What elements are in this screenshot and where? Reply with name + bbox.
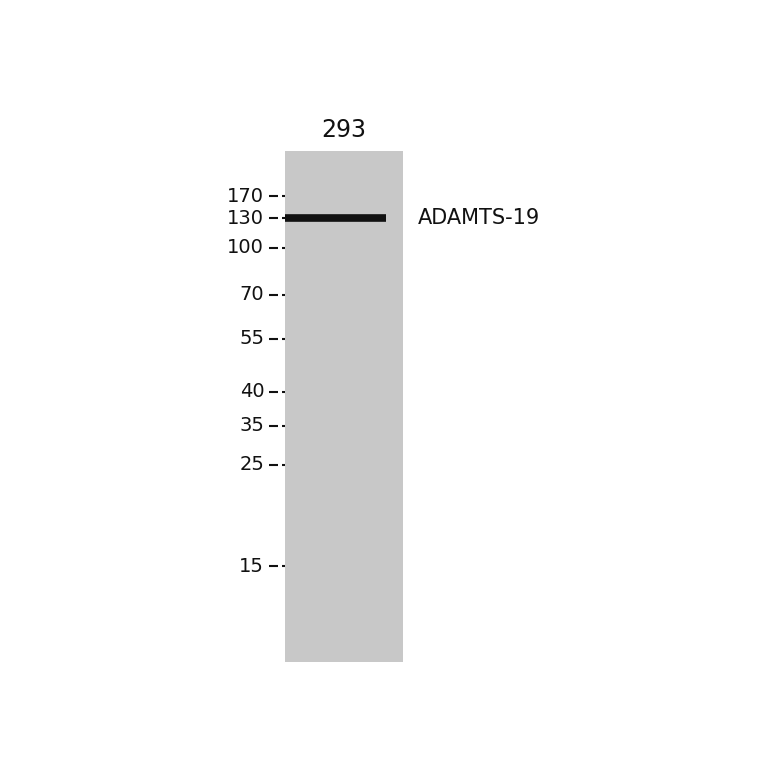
Text: 35: 35 xyxy=(239,416,264,435)
Text: 293: 293 xyxy=(322,118,367,141)
Text: ADAMTS-19: ADAMTS-19 xyxy=(418,208,540,228)
Text: 40: 40 xyxy=(240,382,264,401)
Text: 100: 100 xyxy=(228,238,264,257)
Text: 15: 15 xyxy=(239,557,264,576)
Text: 170: 170 xyxy=(227,187,264,206)
Text: 130: 130 xyxy=(227,209,264,228)
Text: 55: 55 xyxy=(239,329,264,348)
Text: 25: 25 xyxy=(239,455,264,474)
Bar xyxy=(285,151,403,662)
Text: 70: 70 xyxy=(240,285,264,304)
